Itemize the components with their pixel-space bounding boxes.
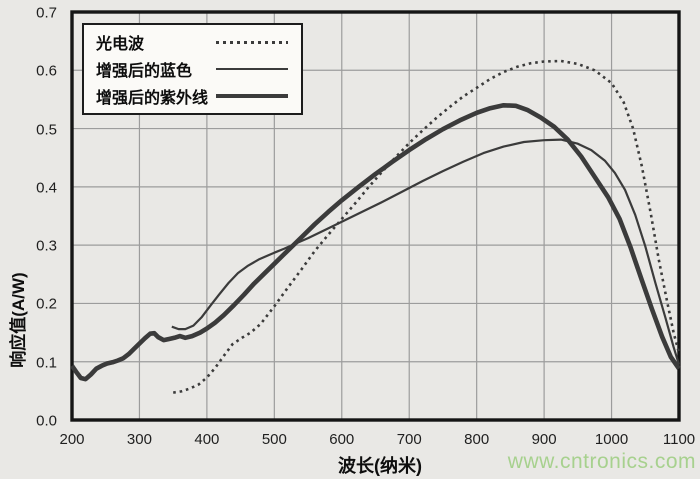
legend-box: 光电波增强后的蓝色 增强后的紫外线 xyxy=(82,23,303,115)
legend-item: 增强后的紫外线 xyxy=(96,82,288,109)
y-tick-label: 0.3 xyxy=(36,237,57,255)
y-tick-label: 0.6 xyxy=(36,62,57,80)
y-tick-label: 0.5 xyxy=(36,121,57,139)
x-tick-label: 200 xyxy=(59,431,85,448)
x-tick-label: 600 xyxy=(329,431,355,448)
legend-line-sample-thick xyxy=(216,93,288,98)
x-tick-label: 500 xyxy=(261,431,287,448)
y-tick-label: 0.2 xyxy=(36,295,57,313)
x-tick-label: 1000 xyxy=(594,431,629,448)
series-line-0 xyxy=(173,59,681,394)
legend-item: 光电波 xyxy=(96,29,288,56)
series-line-1 xyxy=(171,138,681,365)
x-tick-label: 900 xyxy=(531,431,557,448)
legend-line-sample-dotted xyxy=(216,40,288,44)
legend-item-label: 增强后的紫外线 xyxy=(96,89,209,107)
x-tick-label: 1100 xyxy=(662,431,696,448)
y-tick-label: 0.0 xyxy=(36,412,57,430)
x-tick-label: 300 xyxy=(126,431,152,448)
legend-item-label: 增强后的蓝色 xyxy=(96,63,193,80)
legend-item: 增强后的蓝色 xyxy=(96,56,288,83)
y-tick-label: 0.1 xyxy=(36,354,57,372)
plot-border xyxy=(70,10,681,422)
x-axis-title: 波长(纳米) xyxy=(338,456,422,476)
legend-line-sample-thin xyxy=(216,68,288,70)
y-axis-title: 响应值(A/W) xyxy=(9,272,28,368)
x-tick-label: 400 xyxy=(194,431,220,448)
y-tick-label: 0.4 xyxy=(36,179,57,197)
x-tick-label: 700 xyxy=(396,431,422,448)
x-tick-label: 800 xyxy=(464,431,490,448)
y-tick-label: 0.7 xyxy=(36,4,57,22)
series-line-2 xyxy=(70,103,681,382)
watermark-text: www.cntronics.com xyxy=(507,450,696,473)
legend-item-label: 光电波 xyxy=(96,36,145,54)
